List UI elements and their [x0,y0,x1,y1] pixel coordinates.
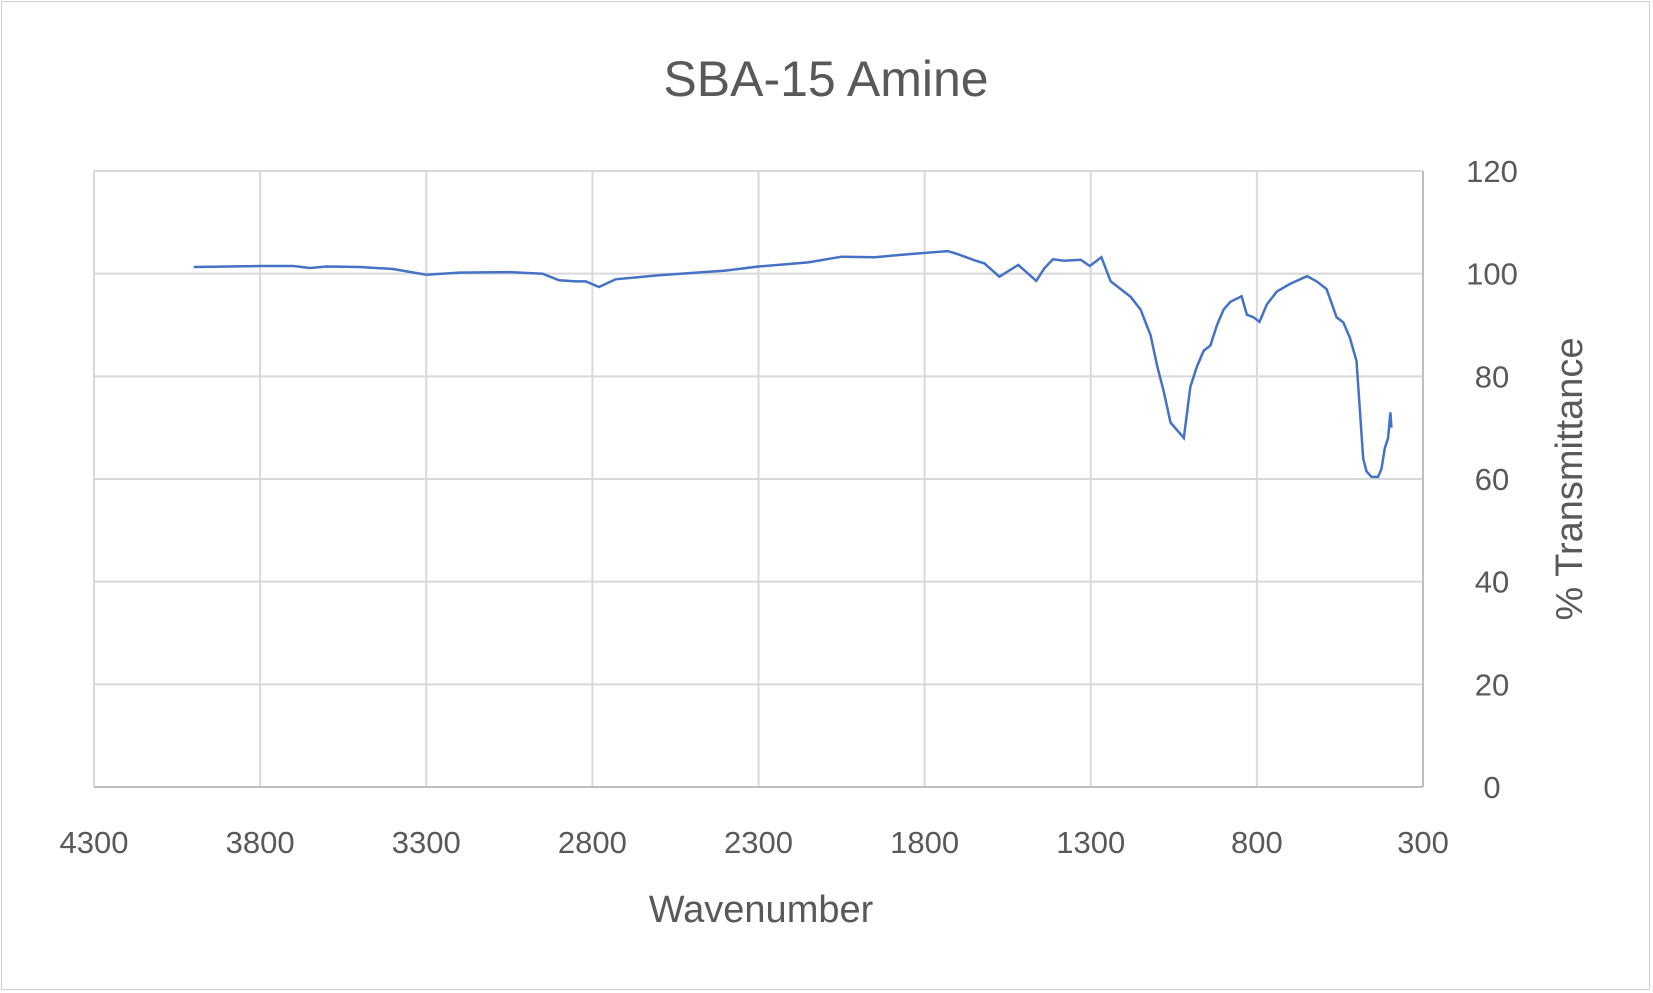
x-axis-title: Wavenumber [649,889,874,931]
chart-title: SBA-15 Amine [663,51,988,107]
x-tick-label: 2300 [724,825,793,860]
series-line [193,249,1393,479]
y-tick-labels: 0 20 40 60 80 100 120 [1466,154,1518,805]
x-tick-label: 1300 [1056,825,1125,860]
y-tick-label: 80 [1475,359,1509,394]
x-tick-labels: 4300 3800 3300 2800 2300 1800 1300 800 300 [60,825,1449,860]
x-tick-label: 1800 [890,825,959,860]
y-tick-label: 0 [1483,770,1500,805]
y-tick-label: 100 [1466,257,1518,292]
y-tick-label: 120 [1466,154,1518,189]
x-tick-label: 800 [1231,825,1283,860]
x-tick-label: 300 [1397,825,1449,860]
y-axis-title: % Transmittance [1549,338,1591,621]
gridlines [93,170,1424,788]
x-tick-label: 4300 [60,825,129,860]
y-tick-label: 60 [1475,462,1509,497]
x-tick-label: 3800 [226,825,295,860]
x-tick-label: 3300 [392,825,461,860]
y-tick-label: 20 [1475,667,1509,702]
x-tick-label: 2800 [558,825,627,860]
y-tick-label: 40 [1475,565,1509,600]
